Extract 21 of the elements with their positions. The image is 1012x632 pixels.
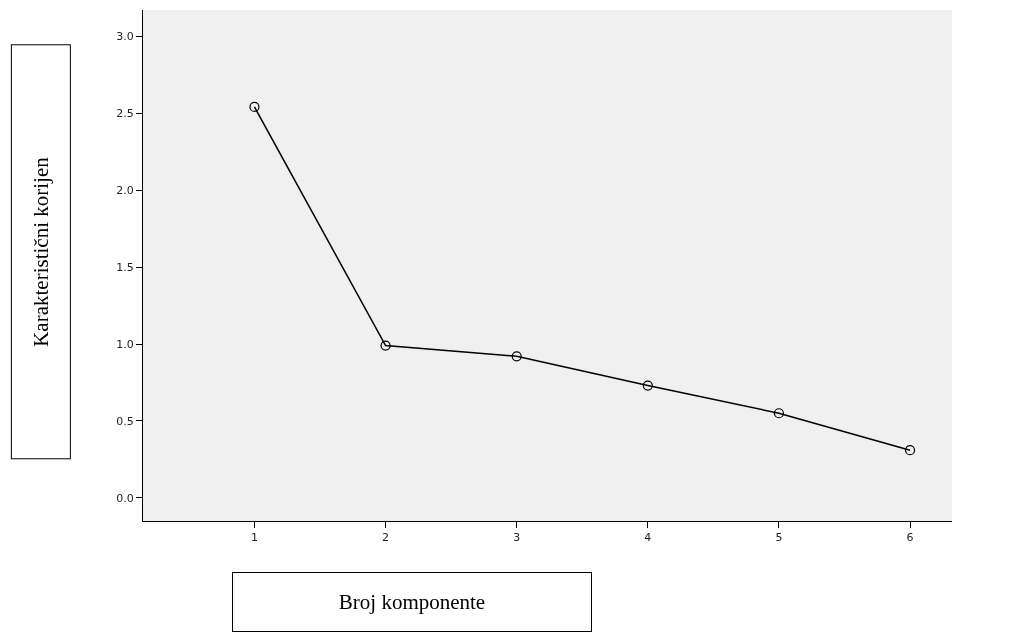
y-axis-title: Karakteristični korijen xyxy=(28,156,53,347)
point xyxy=(773,408,785,419)
point xyxy=(380,340,391,351)
x-tick-label: 5 xyxy=(775,531,783,545)
y-tick-label: 1.0 xyxy=(116,337,134,351)
y-tick-label: 2.0 xyxy=(116,183,134,197)
x-tick-label: 1 xyxy=(250,531,258,545)
x-tick-label: 4 xyxy=(644,531,652,545)
point xyxy=(511,351,522,362)
y-tick-label: 3.0 xyxy=(116,30,134,44)
y-tick-label: 1.5 xyxy=(116,260,134,274)
x-tick-label: 2 xyxy=(382,531,390,545)
point xyxy=(642,380,653,391)
y-tick-label: 2.5 xyxy=(116,106,134,120)
x-tick-label: 6 xyxy=(906,531,914,545)
x-tick-label: 3 xyxy=(513,531,521,545)
x-axis-title: Broj komponente xyxy=(338,590,486,614)
point xyxy=(904,445,916,456)
y-tick-label: 0.5 xyxy=(116,414,134,428)
point xyxy=(249,101,260,113)
y-tick-label: 0.0 xyxy=(116,491,134,505)
